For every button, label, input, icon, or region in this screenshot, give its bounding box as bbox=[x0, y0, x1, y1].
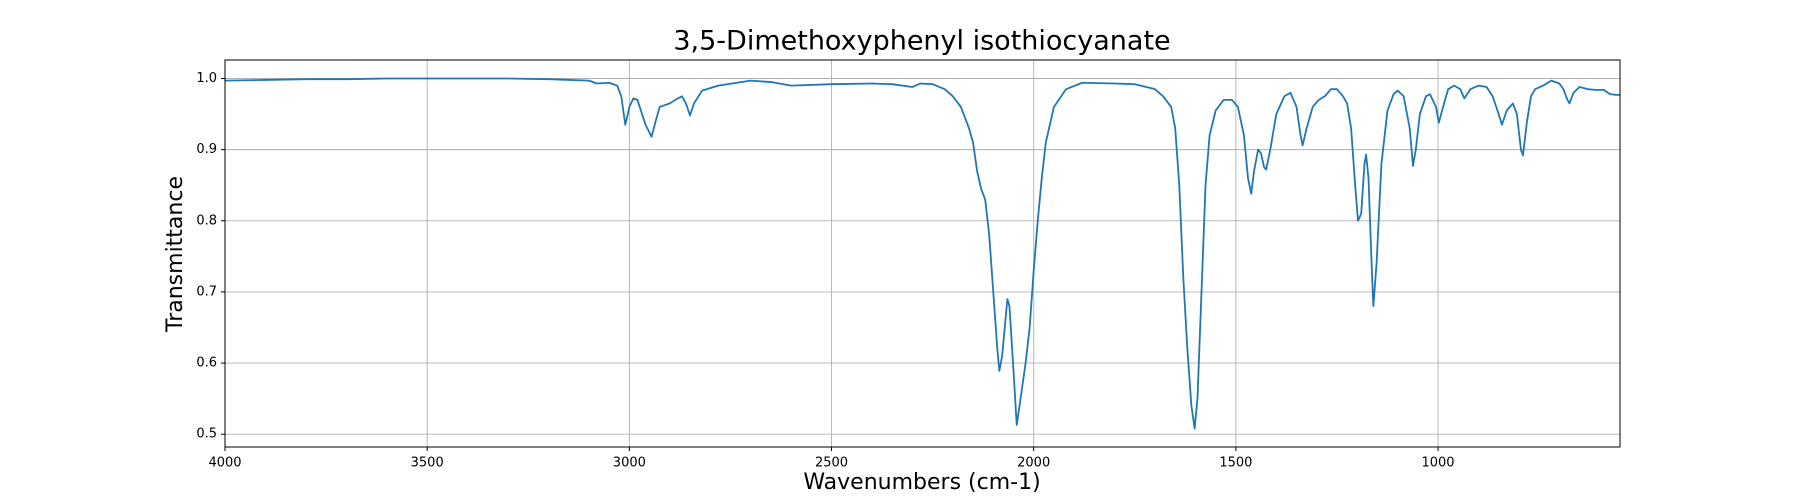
y-tick-label: 0.7 bbox=[196, 284, 217, 299]
x-tick-label: 1500 bbox=[1219, 456, 1252, 471]
x-tick-label: 4000 bbox=[208, 456, 241, 471]
y-tick-label: 0.9 bbox=[196, 142, 217, 157]
x-tick-label: 2500 bbox=[815, 456, 848, 471]
x-tick-label: 3500 bbox=[411, 456, 444, 471]
spectrum-line bbox=[224, 77, 1620, 430]
y-tick-label: 0.8 bbox=[196, 213, 217, 228]
x-tick-label: 1000 bbox=[1421, 456, 1454, 471]
y-tick-label: 1.0 bbox=[196, 71, 217, 86]
x-tick-label: 2000 bbox=[1017, 456, 1050, 471]
y-tick-label: 0.5 bbox=[196, 427, 217, 442]
y-axis-label: Transmittance bbox=[163, 176, 188, 333]
x-tick-label: 3000 bbox=[613, 456, 646, 471]
y-tick-label: 0.6 bbox=[196, 356, 217, 371]
x-axis-label: Wavenumbers (cm-1) bbox=[803, 470, 1040, 495]
chart-title: 3,5-Dimethoxyphenyl isothiocyanate bbox=[673, 26, 1170, 57]
plot-frame bbox=[224, 59, 1621, 448]
